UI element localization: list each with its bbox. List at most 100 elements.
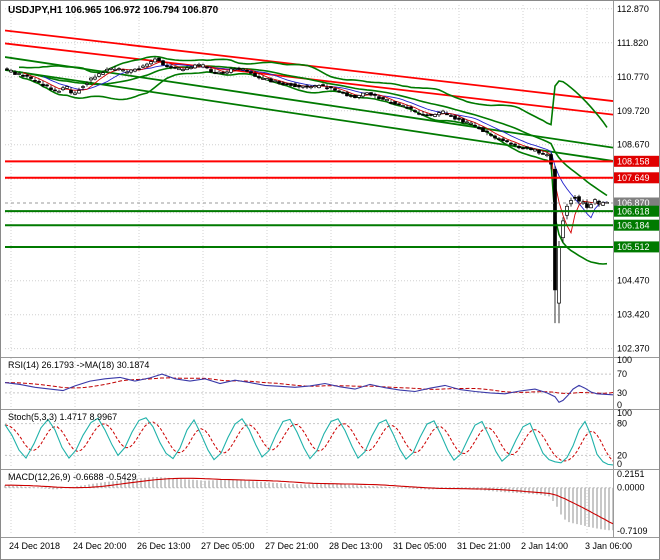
- svg-text:108.158: 108.158: [617, 157, 650, 167]
- svg-text:106.870: 106.870: [617, 198, 650, 208]
- resistance-price-badge[interactable]: 107.649: [614, 172, 660, 184]
- candle-body: [477, 126, 481, 130]
- candle-body: [441, 110, 445, 114]
- candle-body: [401, 105, 405, 107]
- candle-body: [481, 127, 485, 132]
- support-price-badge[interactable]: 106.618: [614, 205, 660, 217]
- candle-body: [13, 71, 17, 75]
- candle-body: [129, 69, 133, 73]
- candle-body: [309, 86, 313, 89]
- candle-body: [529, 147, 533, 151]
- price-tick-label: 110.770: [617, 72, 649, 82]
- candle-body: [589, 204, 593, 209]
- time-axis-label: 2 Jan 14:00: [521, 541, 568, 551]
- candle-body: [553, 169, 557, 291]
- trendline-green: [5, 69, 613, 162]
- candle-body: [449, 115, 453, 117]
- candle-body: [29, 76, 33, 79]
- candle-body: [157, 57, 161, 62]
- time-axis-label: 31 Dec 21:00: [457, 541, 511, 551]
- candle-body: [245, 69, 249, 72]
- candle-body: [557, 246, 561, 304]
- candle-body: [65, 86, 69, 89]
- candle-body: [501, 138, 505, 141]
- support-price-badge[interactable]: 106.184: [614, 219, 660, 231]
- candle-body: [25, 74, 29, 77]
- candle-body: [573, 196, 577, 199]
- candle-body: [241, 68, 245, 71]
- candle-body: [269, 78, 273, 83]
- macd-scale-label: -0.7109: [617, 526, 648, 536]
- candle-body: [517, 145, 521, 149]
- candle-body: [513, 143, 517, 146]
- candle-body: [45, 84, 49, 87]
- candle-body: [61, 87, 65, 91]
- candle-body: [569, 200, 573, 205]
- candle-body: [601, 202, 605, 206]
- svg-text:106.184: 106.184: [617, 220, 650, 230]
- time-axis-label: 31 Dec 05:00: [393, 541, 447, 551]
- time-axis[interactable]: 24 Dec 2018 24 Dec 20:00 26 Dec 13:00 27 De…: [9, 541, 632, 551]
- candle-body: [365, 92, 369, 95]
- current-price-badge[interactable]: 106.870: [614, 197, 660, 209]
- candle-body: [341, 91, 345, 94]
- candle-body: [185, 67, 189, 71]
- candle-body: [121, 69, 125, 72]
- candle-body: [81, 86, 85, 88]
- stoch-scale-label: 100: [617, 408, 632, 418]
- candle-body: [465, 121, 469, 124]
- time-axis-label: 24 Dec 20:00: [73, 541, 127, 551]
- candle-body: [109, 67, 113, 70]
- candle-body: [5, 68, 9, 71]
- candle-body: [417, 112, 421, 115]
- candle-body: [593, 199, 597, 204]
- candle-body: [389, 101, 393, 104]
- candle-body: [77, 90, 81, 94]
- candle-body: [93, 76, 97, 80]
- candle-body: [137, 68, 141, 71]
- candle-body: [277, 81, 281, 84]
- candle-body: [37, 81, 41, 83]
- candle-body: [549, 154, 553, 165]
- svg-text:106.618: 106.618: [617, 206, 650, 216]
- candle-body: [285, 83, 289, 86]
- main-price-panel: [5, 29, 613, 324]
- candle-body: [577, 196, 581, 202]
- candle-body: [317, 85, 321, 89]
- candle-body: [105, 68, 109, 72]
- stoch-k-line: [4, 417, 614, 466]
- stoch-scale-label: 0: [617, 459, 622, 469]
- macd-scale-label: 0.0000: [617, 483, 645, 493]
- trendline-green: [5, 56, 613, 149]
- candle-body: [509, 142, 513, 145]
- stoch-scale-label: 80: [617, 419, 627, 429]
- candle-body: [169, 66, 173, 68]
- candle-body: [561, 220, 565, 239]
- candle-body: [445, 113, 449, 116]
- candle-body: [141, 65, 145, 68]
- candle-body: [345, 92, 349, 97]
- price-tick-label: 112.870: [617, 4, 649, 14]
- candle-body: [397, 103, 401, 106]
- candle-body: [381, 97, 385, 100]
- candle-body: [173, 66, 177, 69]
- candle-body: [153, 58, 157, 63]
- grid-lines: [5, 5, 613, 535]
- price-tick-label: 109.720: [617, 106, 650, 116]
- price-levels[interactable]: [5, 160, 613, 248]
- macd-histogram: [4, 477, 614, 531]
- candle-body: [321, 84, 325, 87]
- support-price-badge[interactable]: 105.512: [614, 241, 660, 253]
- candle-body: [305, 85, 309, 88]
- candle-body: [233, 68, 237, 71]
- candle-body: [213, 71, 217, 74]
- candle-body: [189, 67, 193, 69]
- candle-body: [405, 106, 409, 109]
- candle-body: [413, 110, 417, 113]
- time-axis-label: 27 Dec 21:00: [265, 541, 319, 551]
- candle-body: [161, 60, 165, 66]
- resistance-price-badge[interactable]: 108.158: [614, 155, 660, 167]
- candle-body: [493, 135, 497, 139]
